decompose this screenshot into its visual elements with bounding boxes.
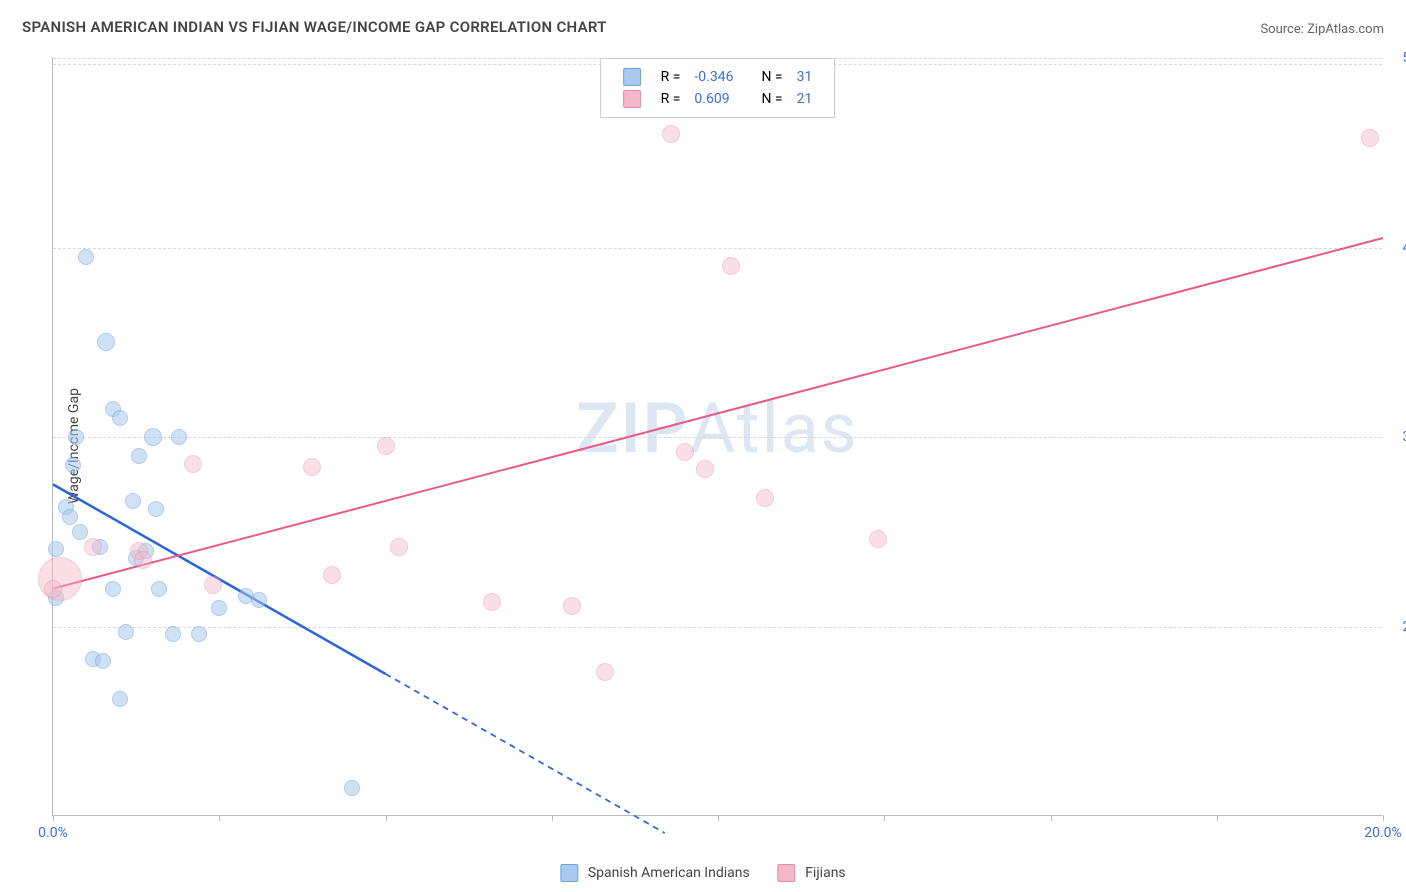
n-value: 21 bbox=[791, 89, 819, 109]
xtick-mark bbox=[1217, 815, 1218, 821]
legend-label: Spanish American Indians bbox=[588, 865, 750, 881]
data-point bbox=[191, 626, 207, 642]
data-point bbox=[869, 530, 887, 548]
data-point bbox=[48, 541, 64, 557]
xtick-mark bbox=[884, 815, 885, 821]
xtick-label: 0.0% bbox=[38, 825, 68, 841]
data-point bbox=[62, 509, 78, 525]
data-point bbox=[756, 489, 774, 507]
xtick-mark bbox=[1383, 815, 1384, 821]
xtick-mark bbox=[219, 815, 220, 821]
n-value: 31 bbox=[791, 67, 819, 87]
data-point bbox=[112, 410, 128, 426]
data-point bbox=[696, 460, 714, 478]
legend-swatch bbox=[560, 864, 578, 882]
series-legend: Spanish American Indians Fijians bbox=[546, 864, 859, 882]
legend-swatch bbox=[623, 68, 641, 86]
data-point bbox=[105, 581, 121, 597]
data-point bbox=[118, 624, 134, 640]
xtick-mark bbox=[386, 815, 387, 821]
xtick-mark bbox=[552, 815, 553, 821]
data-point bbox=[323, 566, 341, 584]
correlation-table: R =-0.346 N =31 R =0.609 N =21 bbox=[615, 65, 821, 111]
data-point bbox=[303, 458, 321, 476]
ytick-label: 40.0% bbox=[1402, 240, 1406, 256]
plot-area: ZIPAtlas 20.0%30.0%40.0%50.0%0.0%20.0% R… bbox=[52, 58, 1382, 816]
data-point bbox=[676, 443, 694, 461]
data-point bbox=[144, 428, 162, 446]
ytick-label: 30.0% bbox=[1402, 429, 1406, 445]
r-label: R = bbox=[655, 89, 687, 109]
correlation-row: R =0.609 N =21 bbox=[617, 89, 819, 109]
data-point bbox=[390, 538, 408, 556]
correlation-row: R =-0.346 N =31 bbox=[617, 67, 819, 87]
data-point bbox=[596, 663, 614, 681]
data-point bbox=[95, 653, 111, 669]
watermark-light: Atlas bbox=[690, 387, 859, 469]
legend-label: Fijians bbox=[805, 865, 845, 881]
r-value: -0.346 bbox=[688, 67, 739, 87]
data-point bbox=[112, 691, 128, 707]
data-point bbox=[251, 592, 267, 608]
data-point bbox=[344, 780, 360, 796]
xtick-mark bbox=[718, 815, 719, 821]
data-point bbox=[44, 580, 62, 598]
legend-swatch bbox=[623, 90, 641, 108]
data-point bbox=[148, 501, 164, 517]
data-point bbox=[204, 576, 222, 594]
gridline bbox=[53, 437, 1382, 438]
data-point bbox=[72, 524, 88, 540]
correlation-legend: R =-0.346 N =31 R =0.609 N =21 bbox=[600, 58, 836, 118]
data-point bbox=[1361, 129, 1379, 147]
xtick-label: 20.0% bbox=[1364, 825, 1402, 841]
source-label: Source: bbox=[1260, 22, 1303, 37]
data-point bbox=[722, 257, 740, 275]
source-name: ZipAtlas.com bbox=[1307, 22, 1384, 37]
r-label: R = bbox=[655, 67, 687, 87]
data-point bbox=[184, 455, 202, 473]
legend-item: Fijians bbox=[778, 865, 846, 881]
trend-line bbox=[53, 238, 1383, 589]
data-point bbox=[377, 437, 395, 455]
ytick-label: 50.0% bbox=[1402, 50, 1406, 66]
data-point bbox=[125, 493, 141, 509]
data-point bbox=[131, 448, 147, 464]
legend-item: Spanish American Indians bbox=[560, 865, 749, 881]
data-point bbox=[563, 597, 581, 615]
trend-line-dashed bbox=[386, 674, 665, 833]
chart-title: SPANISH AMERICAN INDIAN VS FIJIAN WAGE/I… bbox=[22, 18, 607, 36]
xtick-mark bbox=[53, 815, 54, 821]
data-point bbox=[171, 429, 187, 445]
n-label: N = bbox=[755, 89, 788, 109]
data-point bbox=[211, 600, 227, 616]
data-point bbox=[68, 429, 84, 445]
legend-swatch bbox=[778, 864, 796, 882]
n-label: N = bbox=[755, 67, 788, 87]
r-value: 0.609 bbox=[688, 89, 739, 109]
data-point bbox=[84, 538, 102, 556]
data-point bbox=[483, 593, 501, 611]
data-point bbox=[65, 457, 81, 473]
watermark-bold: ZIP bbox=[576, 387, 689, 469]
data-point bbox=[151, 581, 167, 597]
ytick-label: 20.0% bbox=[1402, 619, 1406, 635]
data-point bbox=[78, 249, 94, 265]
gridline bbox=[53, 248, 1382, 249]
gridline bbox=[53, 627, 1382, 628]
data-point bbox=[134, 551, 152, 569]
data-point bbox=[165, 626, 181, 642]
data-point bbox=[97, 333, 115, 351]
watermark: ZIPAtlas bbox=[576, 387, 859, 469]
xtick-mark bbox=[1051, 815, 1052, 821]
source-attribution: Source: ZipAtlas.com bbox=[1260, 22, 1384, 37]
data-point bbox=[662, 125, 680, 143]
